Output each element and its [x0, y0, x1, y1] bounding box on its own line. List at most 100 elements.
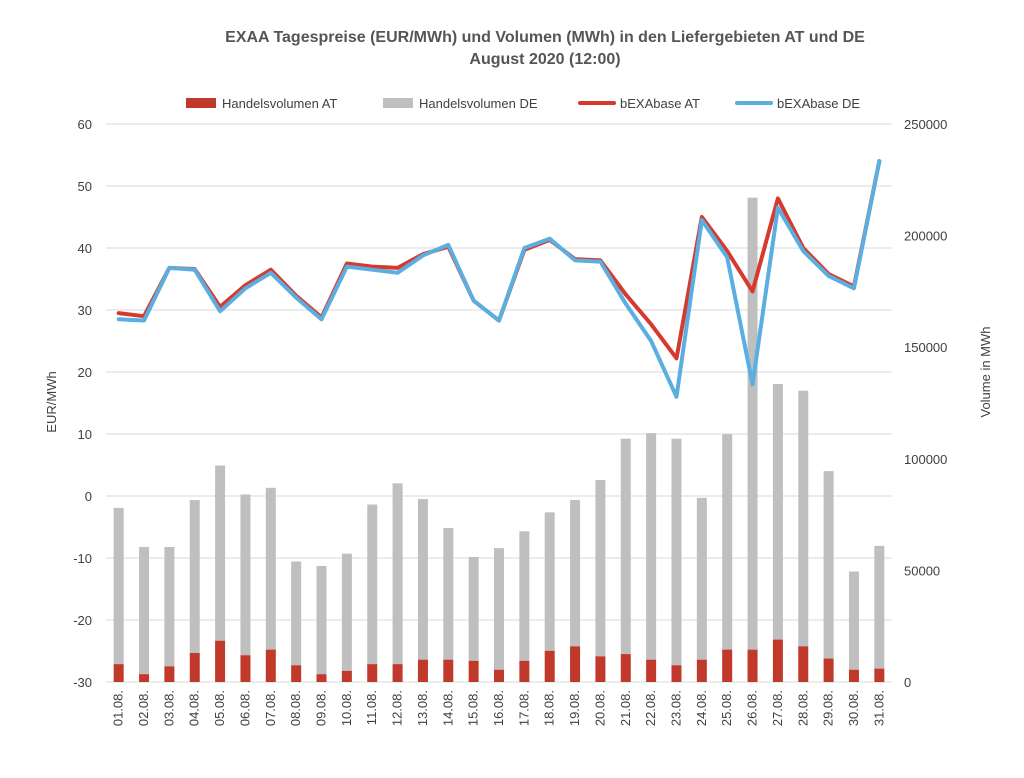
bar-handelsvolumen-at	[215, 640, 226, 682]
bar-handelsvolumen-at	[544, 650, 555, 682]
legend-label: Handelsvolumen AT	[222, 96, 337, 111]
bar-handelsvolumen-at	[747, 649, 758, 682]
x-tick-label: 20.08.	[592, 690, 607, 726]
x-tick-label: 21.08.	[618, 690, 633, 726]
y-right-tick-label: 100000	[904, 452, 947, 467]
line-bexabase-at	[116, 159, 882, 361]
bar-handelsvolumen-at	[113, 664, 124, 682]
bar-handelsvolumen-at	[417, 659, 428, 682]
x-tick-label: 23.08.	[668, 690, 683, 726]
x-tick-label: 17.08.	[516, 690, 531, 726]
x-tick-label: 01.08.	[111, 690, 126, 726]
y-left-tick-label: 20	[78, 365, 92, 380]
bar-handelsvolumen-at	[595, 656, 606, 682]
y-right-tick-label: 200000	[904, 229, 947, 244]
y-axis-right-title: Volume in MWh	[978, 326, 993, 417]
x-tick-label: 13.08.	[415, 690, 430, 726]
bar-handelsvolumen-de	[646, 433, 657, 660]
y-left-tick-label: 30	[78, 303, 92, 318]
chart-title: EXAA Tagespreise (EUR/MWh) und Volumen (…	[225, 29, 865, 46]
bar-handelsvolumen-at	[139, 674, 150, 682]
bar-handelsvolumen-de	[291, 561, 302, 666]
x-tick-label: 11.08.	[364, 690, 379, 725]
x-tick-label: 10.08.	[339, 690, 354, 726]
bar-handelsvolumen-at	[291, 665, 302, 682]
y-left-tick-label: 0	[85, 489, 92, 504]
x-tick-label: 05.08.	[212, 690, 227, 726]
bar-handelsvolumen-de	[189, 500, 200, 653]
y-left-tick-label: 50	[78, 179, 92, 194]
y-right-tick-label: 250000	[904, 117, 947, 132]
bar-handelsvolumen-at	[798, 646, 809, 682]
x-tick-label: 19.08.	[567, 690, 582, 726]
legend-swatch-bar	[383, 98, 413, 108]
bar-handelsvolumen-at	[874, 668, 885, 682]
bar-handelsvolumen-at	[570, 646, 581, 682]
bar-handelsvolumen-de	[164, 546, 175, 667]
x-tick-label: 16.08.	[491, 690, 506, 726]
bar-handelsvolumen-de	[494, 548, 504, 670]
bar-handelsvolumen-de	[367, 504, 378, 665]
x-tick-label: 14.08.	[440, 690, 455, 726]
bar-handelsvolumen-de	[468, 557, 479, 661]
bar-handelsvolumen-de	[341, 553, 352, 671]
x-tick-label: 28.08.	[795, 690, 810, 726]
bar-handelsvolumen-at	[468, 660, 479, 682]
line-bexabase-de	[116, 159, 882, 399]
bar-handelsvolumen-de	[544, 512, 555, 651]
bar-handelsvolumen-de	[848, 571, 859, 670]
bar-handelsvolumen-de	[240, 494, 251, 656]
bar-handelsvolumen-de	[823, 471, 834, 659]
x-tick-label: 03.08.	[161, 690, 176, 726]
x-tick-label: 09.08.	[314, 690, 329, 726]
x-tick-label: 26.08.	[745, 690, 760, 726]
y-left-tick-label: 40	[78, 241, 92, 256]
lines	[116, 159, 882, 399]
bar-handelsvolumen-at	[646, 659, 657, 682]
bar-handelsvolumen-at	[265, 649, 276, 682]
bar-handelsvolumen-at	[164, 666, 175, 682]
bar-handelsvolumen-de	[392, 483, 403, 665]
legend-label: bEXAbase DE	[777, 96, 860, 111]
y-left-tick-label: -30	[73, 675, 92, 690]
x-tick-label: 27.08.	[770, 690, 785, 726]
bar-handelsvolumen-at	[722, 649, 733, 682]
bar-handelsvolumen-at	[392, 664, 403, 682]
x-tick-label: 12.08.	[390, 690, 405, 726]
legend-swatch-bar	[186, 98, 216, 108]
bar-handelsvolumen-at	[848, 669, 859, 682]
bar-handelsvolumen-de	[570, 500, 581, 647]
bar-handelsvolumen-de	[595, 480, 606, 657]
axes: 60 50 40 30 20 10 0 -10 -20 -30 250000 200000 150000…	[73, 117, 947, 726]
y-axis-left-title: EUR/MWh	[44, 371, 59, 432]
bar-handelsvolumen-at	[671, 665, 682, 682]
bar-handelsvolumen-de	[443, 527, 454, 660]
x-tick-label: 22.08.	[643, 690, 658, 726]
x-tick-label: 06.08.	[237, 690, 252, 726]
bar-handelsvolumen-de	[671, 438, 682, 666]
bar-handelsvolumen-de	[696, 497, 707, 660]
bar-handelsvolumen-at	[189, 652, 200, 682]
bar-handelsvolumen-de	[747, 197, 758, 650]
bar-handelsvolumen-de	[798, 390, 809, 647]
chart-subtitle: August 2020 (12:00)	[469, 51, 620, 68]
bar-handelsvolumen-de	[265, 487, 276, 650]
bar-handelsvolumen-de	[722, 434, 733, 650]
x-tick-label: 24.08.	[694, 690, 709, 726]
x-tick-label: 25.08.	[719, 690, 734, 726]
bar-handelsvolumen-de	[316, 565, 327, 675]
y-left-tick-label: 60	[78, 117, 92, 132]
bar-handelsvolumen-de	[417, 498, 428, 660]
bar-handelsvolumen-at	[316, 674, 327, 682]
y-left-tick-label: -20	[73, 613, 92, 628]
legend-label: Handelsvolumen DE	[419, 96, 538, 111]
bar-handelsvolumen-at	[494, 669, 504, 682]
x-tick-label: 04.08.	[187, 690, 202, 726]
bar-handelsvolumen-at	[696, 659, 707, 682]
y-left-tick-label: 10	[78, 427, 92, 442]
bar-handelsvolumen-de	[215, 465, 226, 641]
x-tick-label: 18.08.	[542, 690, 557, 726]
y-left-tick-label: -10	[73, 551, 92, 566]
